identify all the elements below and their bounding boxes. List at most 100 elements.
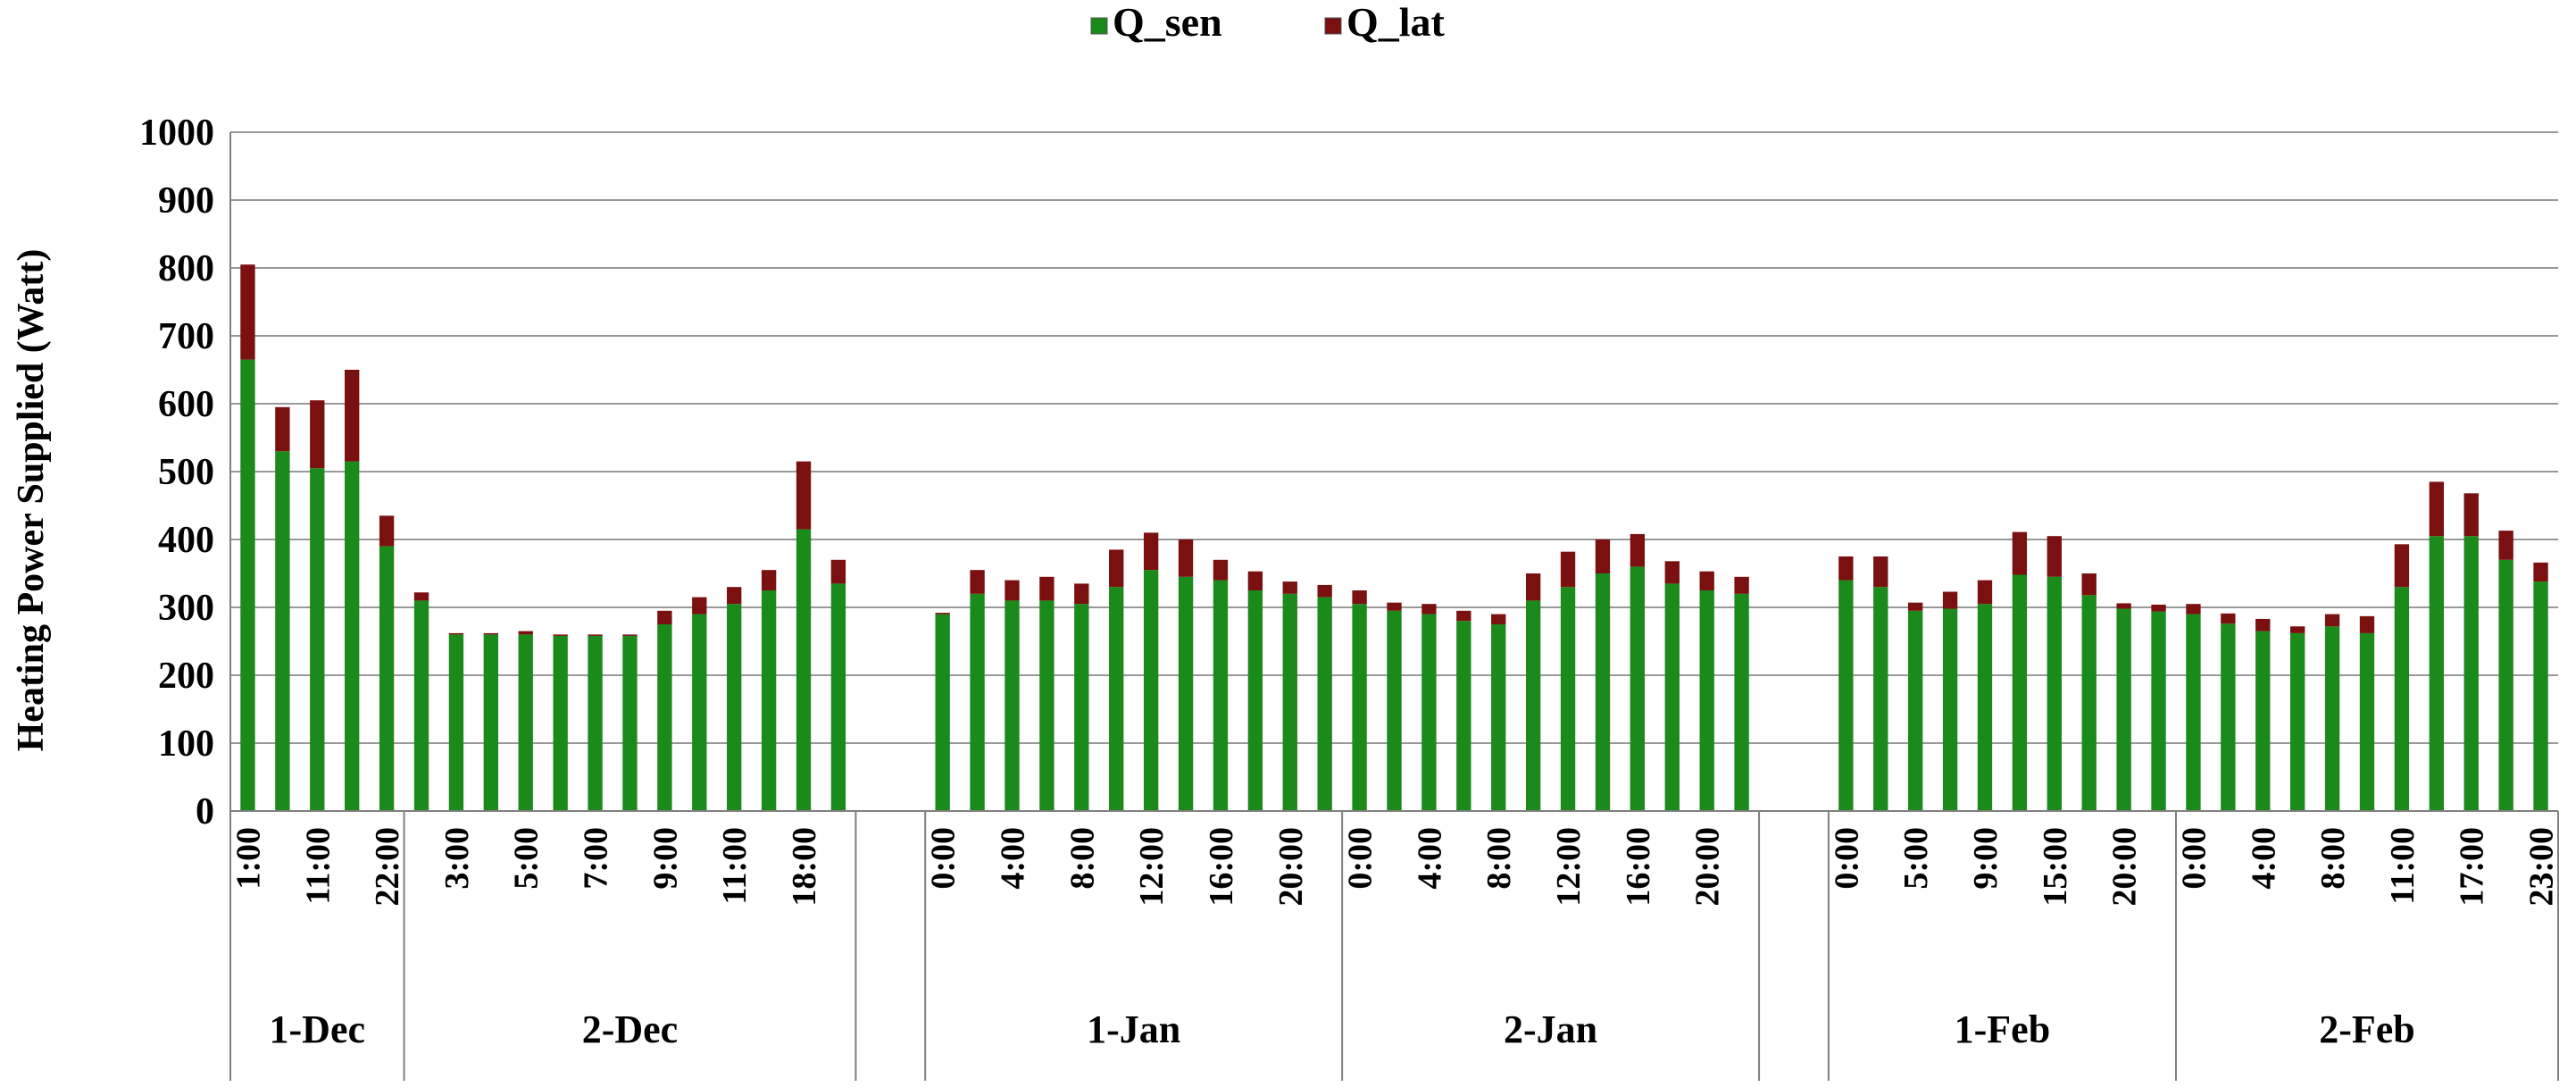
bar-q-lat	[2429, 481, 2444, 537]
bar-q-sen	[2429, 536, 2444, 811]
y-tick-label: 100	[158, 723, 214, 765]
legend: Q_sen Q_lat	[1090, 0, 1446, 45]
bar-q-sen	[2151, 611, 2166, 811]
x-tick-label: 7:00	[578, 827, 615, 890]
bar-q-sen	[1873, 587, 1888, 811]
bar-q-sen	[830, 583, 846, 811]
bar-q-sen	[970, 593, 985, 811]
bar-q-sen	[1977, 604, 1993, 811]
y-tick-labels: 0 100 200 300 400 500 600 700 800 900 1000	[139, 113, 214, 832]
bar-q-sen	[413, 600, 429, 811]
x-tick-label: 23:00	[2523, 827, 2561, 907]
x-tick-label: 4:00	[994, 827, 1031, 890]
bar-q-lat	[2116, 603, 2131, 609]
bar-q-lat	[1560, 551, 1576, 588]
bar-q-sen	[2359, 632, 2375, 811]
bar-q-sen	[657, 624, 672, 811]
bar-q-sen	[2255, 631, 2271, 811]
y-tick-label: 600	[158, 384, 214, 425]
x-tick-label: 8:00	[1480, 827, 1518, 890]
bar-q-sen	[2533, 581, 2548, 811]
bar-q-sen	[1143, 570, 1159, 811]
bar-q-sen	[1247, 590, 1263, 811]
x-tick-label: 20:00	[1689, 827, 1727, 907]
bar-q-lat	[1873, 556, 1888, 588]
bar-q-sen	[2290, 632, 2305, 811]
x-tick-label: 1:00	[229, 827, 267, 890]
bar-q-sen	[1734, 593, 1749, 811]
bar-q-lat	[275, 406, 290, 452]
bar-q-sen	[2221, 623, 2236, 811]
bar-q-sen	[2463, 536, 2479, 811]
bar-q-sen	[1005, 600, 1020, 811]
bar-q-sen	[1699, 590, 1714, 811]
bar-q-sen	[761, 590, 777, 811]
bar-q-sen	[518, 634, 533, 811]
bar-q-lat	[345, 370, 360, 462]
bar-q-lat	[2359, 615, 2375, 633]
legend-swatch	[1324, 17, 1342, 35]
bar-q-lat	[657, 610, 672, 624]
x-tick-label: 12:00	[1133, 827, 1171, 907]
bar-q-lat	[1491, 614, 1506, 624]
bar-q-lat	[935, 613, 950, 615]
bar-q-lat	[970, 570, 985, 594]
y-tick-label: 0	[196, 791, 214, 832]
group-label: 2-Dec	[582, 1008, 679, 1051]
bar-q-sen	[275, 451, 290, 811]
y-tick-label: 300	[158, 588, 214, 629]
bar-q-sen	[2012, 574, 2028, 811]
legend-swatch	[1090, 17, 1108, 35]
bar-q-lat	[1143, 532, 1159, 571]
x-tick-label: 20:00	[2106, 827, 2144, 907]
bar-series	[240, 264, 2548, 811]
group-label: 1-Jan	[1087, 1008, 1180, 1051]
x-tick-label: 4:00	[1411, 827, 1448, 890]
x-tick-label: 4:00	[2245, 827, 2282, 890]
legend-label: Q_lat	[1346, 0, 1446, 45]
y-tick-label: 500	[158, 452, 214, 493]
bar-q-sen	[1838, 580, 1854, 811]
y-tick-label: 200	[158, 656, 214, 697]
bar-q-lat	[588, 634, 603, 636]
x-tick-label: 11:00	[2384, 827, 2422, 905]
x-tick-labels: 1:00 11:00 22:00 3:00 5:00 7:00 9:00 11:00 18:00…	[229, 827, 2560, 907]
bar-q-lat	[553, 634, 568, 636]
x-tick-label: 9:00	[1967, 827, 2005, 890]
y-tick-label: 900	[158, 180, 214, 222]
x-tick-label: 12:00	[1550, 827, 1588, 907]
x-tick-label: 0:00	[2175, 827, 2213, 890]
bar-q-sen	[1595, 573, 1611, 811]
y-axis-title: Heating Power Supplied (Watt)	[11, 249, 52, 752]
bar-q-sen	[935, 614, 950, 811]
bar-q-lat	[1109, 549, 1124, 588]
bar-q-lat	[1421, 604, 1437, 615]
x-group-labels: 1-Dec 2-Dec 1-Jan 2-Jan 1-Feb 2-Feb	[270, 1008, 2415, 1051]
y-tick-label: 700	[158, 316, 214, 357]
x-tick-label: 22:00	[369, 827, 406, 907]
bar-q-sen	[1074, 604, 1089, 811]
group-label: 2-Jan	[1504, 1008, 1597, 1051]
bar-q-lat	[1664, 561, 1680, 584]
bar-q-lat	[518, 631, 533, 635]
bar-q-sen	[1352, 604, 1367, 811]
x-tick-label: 11:00	[716, 827, 754, 905]
bar-q-lat	[2255, 618, 2271, 631]
x-tick-label: 0:00	[925, 827, 963, 890]
bar-q-lat	[1942, 591, 1958, 609]
bar-q-sen	[2498, 559, 2513, 811]
bar-q-lat	[1005, 580, 1020, 601]
y-tick-label: 400	[158, 520, 214, 561]
bar-q-lat	[1838, 556, 1854, 581]
bar-q-lat	[2047, 536, 2062, 577]
y-tick-label: 800	[158, 248, 214, 289]
bar-q-sen	[1178, 576, 1194, 811]
group-label: 1-Feb	[1955, 1008, 2051, 1051]
bar-q-lat	[1178, 539, 1194, 577]
bar-q-sen	[1213, 580, 1229, 811]
bar-q-lat	[1699, 571, 1714, 590]
bar-q-sen	[1421, 614, 1437, 811]
bar-q-sen	[310, 468, 325, 811]
group-label: 2-Feb	[2319, 1008, 2415, 1051]
x-tick-label: 20:00	[1272, 827, 1310, 907]
